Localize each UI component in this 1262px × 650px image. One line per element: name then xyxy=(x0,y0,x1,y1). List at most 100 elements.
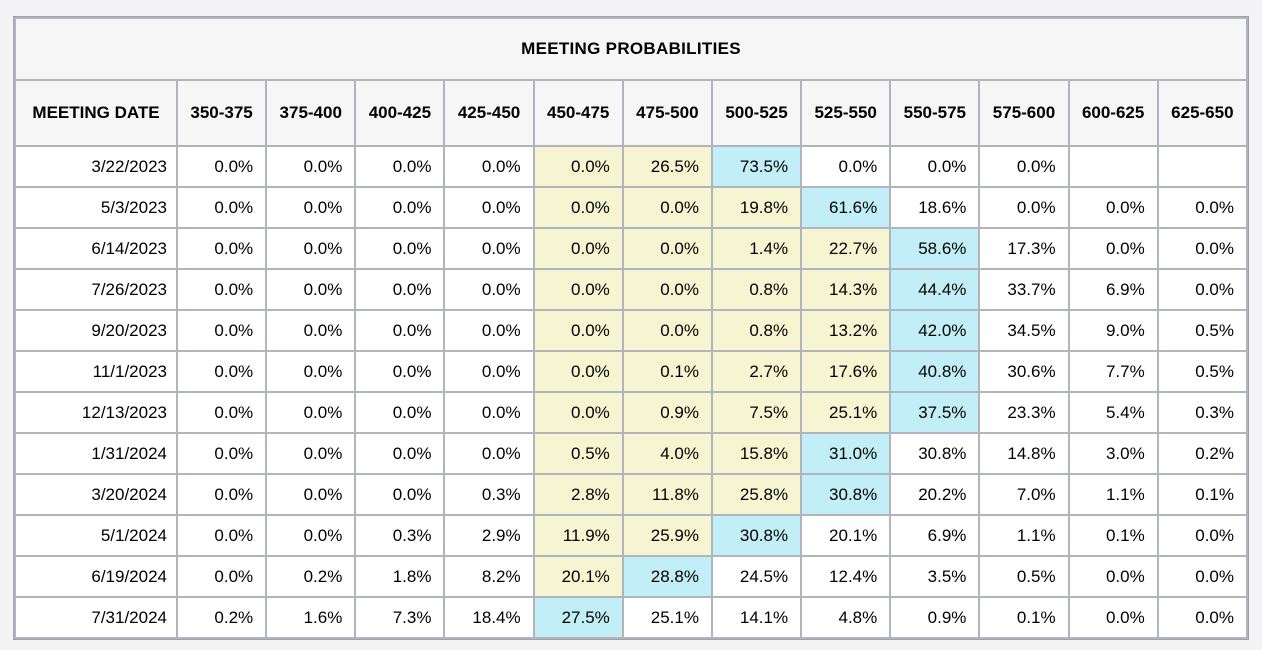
prob-cell: 0.0% xyxy=(267,516,355,555)
prob-cell: 0.9% xyxy=(623,393,711,432)
prob-cell: 0.0% xyxy=(534,311,622,350)
col-header-range-400-425: 400-425 xyxy=(356,81,444,145)
prob-cell: 0.0% xyxy=(178,516,266,555)
prob-cell: 0.0% xyxy=(534,393,622,432)
prob-cell: 1.6% xyxy=(267,598,355,637)
prob-cell: 19.8% xyxy=(712,188,801,227)
prob-cell: 34.5% xyxy=(980,311,1068,350)
prob-cell: 0.0% xyxy=(356,229,444,268)
col-header-range-475-500: 475-500 xyxy=(623,81,711,145)
prob-cell: 14.3% xyxy=(802,270,890,309)
prob-cell: 42.0% xyxy=(891,311,979,350)
prob-cell: 0.3% xyxy=(445,475,533,514)
prob-cell: 18.4% xyxy=(445,598,533,637)
prob-cell: 0.0% xyxy=(356,270,444,309)
prob-cell: 23.3% xyxy=(980,393,1068,432)
prob-cell: 0.0% xyxy=(178,557,266,596)
meeting-date-cell: 9/20/2023 xyxy=(16,311,176,350)
prob-cell: 0.0% xyxy=(356,352,444,391)
prob-cell: 18.6% xyxy=(891,188,979,227)
prob-cell: 30.6% xyxy=(980,352,1068,391)
table-head: MEETING PROBABILITIES MEETING DATE 350-37… xyxy=(16,19,1246,145)
prob-cell: 0.0% xyxy=(356,188,444,227)
prob-cell: 0.0% xyxy=(445,352,533,391)
prob-cell: 9.0% xyxy=(1069,311,1157,350)
prob-cell: 61.6% xyxy=(802,188,890,227)
prob-cell: 17.6% xyxy=(802,352,890,391)
prob-cell: 4.8% xyxy=(802,598,890,637)
prob-cell: 0.0% xyxy=(178,270,266,309)
meeting-date-cell: 12/13/2023 xyxy=(16,393,176,432)
prob-cell: 0.0% xyxy=(445,311,533,350)
prob-cell: 11.9% xyxy=(534,516,622,555)
prob-cell: 1.8% xyxy=(356,557,444,596)
meeting-date-cell: 5/3/2023 xyxy=(16,188,176,227)
prob-cell: 0.0% xyxy=(534,229,622,268)
prob-cell: 0.5% xyxy=(1158,352,1246,391)
table-row: 7/26/2023 0.0% 0.0% 0.0% 0.0% 0.0% 0.0% 0.8% 14.… xyxy=(16,270,1246,309)
prob-cell: 30.8% xyxy=(891,434,979,473)
table-row: 7/31/2024 0.2% 1.6% 7.3% 18.4% 27.5% 25.1% 14.1… xyxy=(16,598,1246,637)
prob-cell: 6.9% xyxy=(891,516,979,555)
col-header-range-350-375: 350-375 xyxy=(178,81,266,145)
meeting-date-cell: 6/19/2024 xyxy=(16,557,176,596)
prob-cell: 3.5% xyxy=(891,557,979,596)
prob-cell: 7.7% xyxy=(1069,352,1157,391)
prob-cell: 0.0% xyxy=(1069,557,1157,596)
prob-cell: 0.0% xyxy=(178,475,266,514)
prob-cell: 24.5% xyxy=(712,557,801,596)
prob-cell: 0.0% xyxy=(1158,557,1246,596)
prob-cell: 0.0% xyxy=(445,434,533,473)
prob-cell: 25.1% xyxy=(802,393,890,432)
prob-cell: 15.8% xyxy=(712,434,801,473)
prob-cell: 0.0% xyxy=(1069,188,1157,227)
prob-cell: 0.0% xyxy=(178,188,266,227)
prob-cell: 0.2% xyxy=(1158,434,1246,473)
meeting-date-cell: 7/26/2023 xyxy=(16,270,176,309)
prob-cell: 22.7% xyxy=(802,229,890,268)
prob-cell: 0.3% xyxy=(356,516,444,555)
table-row: 6/19/2024 0.0% 0.2% 1.8% 8.2% 20.1% 28.8% 24.5%… xyxy=(16,557,1246,596)
prob-cell: 0.0% xyxy=(1069,229,1157,268)
meeting-date-cell: 11/1/2023 xyxy=(16,352,176,391)
prob-cell: 17.3% xyxy=(980,229,1068,268)
prob-cell: 44.4% xyxy=(891,270,979,309)
table-row: 6/14/2023 0.0% 0.0% 0.0% 0.0% 0.0% 0.0% 1.4% 22.… xyxy=(16,229,1246,268)
meeting-date-cell: 1/31/2024 xyxy=(16,434,176,473)
prob-cell: 20.1% xyxy=(534,557,622,596)
prob-cell: 2.8% xyxy=(534,475,622,514)
table-row: 9/20/2023 0.0% 0.0% 0.0% 0.0% 0.0% 0.0% 0.8% 13.… xyxy=(16,311,1246,350)
prob-cell: 0.0% xyxy=(178,311,266,350)
prob-cell: 0.0% xyxy=(356,393,444,432)
prob-cell: 30.8% xyxy=(802,475,890,514)
meeting-probabilities-table: MEETING PROBABILITIES MEETING DATE 350-37… xyxy=(13,16,1249,640)
prob-cell: 0.0% xyxy=(445,188,533,227)
prob-cell: 0.0% xyxy=(267,188,355,227)
prob-cell: 0.8% xyxy=(712,270,801,309)
prob-cell: 0.5% xyxy=(1158,311,1246,350)
prob-cell: 0.0% xyxy=(356,147,444,186)
prob-cell: 31.0% xyxy=(802,434,890,473)
prob-cell: 0.0% xyxy=(445,229,533,268)
prob-cell: 3.0% xyxy=(1069,434,1157,473)
col-header-range-575-600: 575-600 xyxy=(980,81,1068,145)
col-header-range-525-550: 525-550 xyxy=(802,81,890,145)
prob-cell: 0.0% xyxy=(267,475,355,514)
prob-cell: 20.2% xyxy=(891,475,979,514)
prob-cell: 2.7% xyxy=(712,352,801,391)
prob-cell: 0.0% xyxy=(356,434,444,473)
prob-cell: 4.0% xyxy=(623,434,711,473)
prob-cell: 0.0% xyxy=(267,311,355,350)
prob-cell: 14.8% xyxy=(980,434,1068,473)
prob-cell: 0.0% xyxy=(1158,270,1246,309)
prob-cell: 0.0% xyxy=(356,475,444,514)
col-header-meeting-date: MEETING DATE xyxy=(16,81,176,145)
prob-cell: 37.5% xyxy=(891,393,979,432)
prob-cell: 73.5% xyxy=(712,147,801,186)
prob-cell: 0.5% xyxy=(980,557,1068,596)
col-header-range-450-475: 450-475 xyxy=(534,81,622,145)
prob-cell: 0.2% xyxy=(178,598,266,637)
prob-cell: 0.0% xyxy=(534,147,622,186)
meeting-date-cell: 3/22/2023 xyxy=(16,147,176,186)
